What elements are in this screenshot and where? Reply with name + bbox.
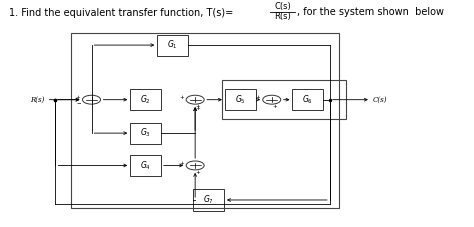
Text: +: + [179,161,184,166]
Circle shape [186,95,204,104]
Text: +: + [195,106,200,111]
Text: $G_4$: $G_4$ [140,159,151,172]
Text: $G_1$: $G_1$ [167,39,178,51]
FancyBboxPatch shape [130,123,161,144]
FancyBboxPatch shape [292,89,323,110]
Text: +: + [195,170,200,175]
Text: −: − [77,101,81,106]
FancyBboxPatch shape [130,89,161,110]
Text: +: + [256,95,261,100]
FancyBboxPatch shape [225,89,255,110]
Circle shape [186,161,204,170]
Text: $G_6$: $G_6$ [302,94,313,106]
Text: $G_3$: $G_3$ [140,127,151,139]
Text: $G_7$: $G_7$ [203,194,214,206]
Text: C(s): C(s) [373,96,388,104]
Text: C(s): C(s) [274,2,291,11]
Circle shape [263,95,281,104]
Text: +: + [195,104,200,109]
FancyBboxPatch shape [130,155,161,176]
Text: $G_2$: $G_2$ [140,94,151,106]
Text: +: + [272,104,277,109]
FancyBboxPatch shape [193,189,224,211]
Text: +: + [179,95,184,100]
FancyBboxPatch shape [157,35,188,56]
Text: 1. Find the equivalent transfer function, T(s)=: 1. Find the equivalent transfer function… [9,8,234,18]
Text: , for the system shown  below: , for the system shown below [297,7,444,17]
Text: R(s): R(s) [30,96,44,104]
Text: $G_5$: $G_5$ [235,94,246,106]
Circle shape [82,95,100,104]
Text: +: + [76,95,81,100]
Text: R(s): R(s) [274,12,291,21]
